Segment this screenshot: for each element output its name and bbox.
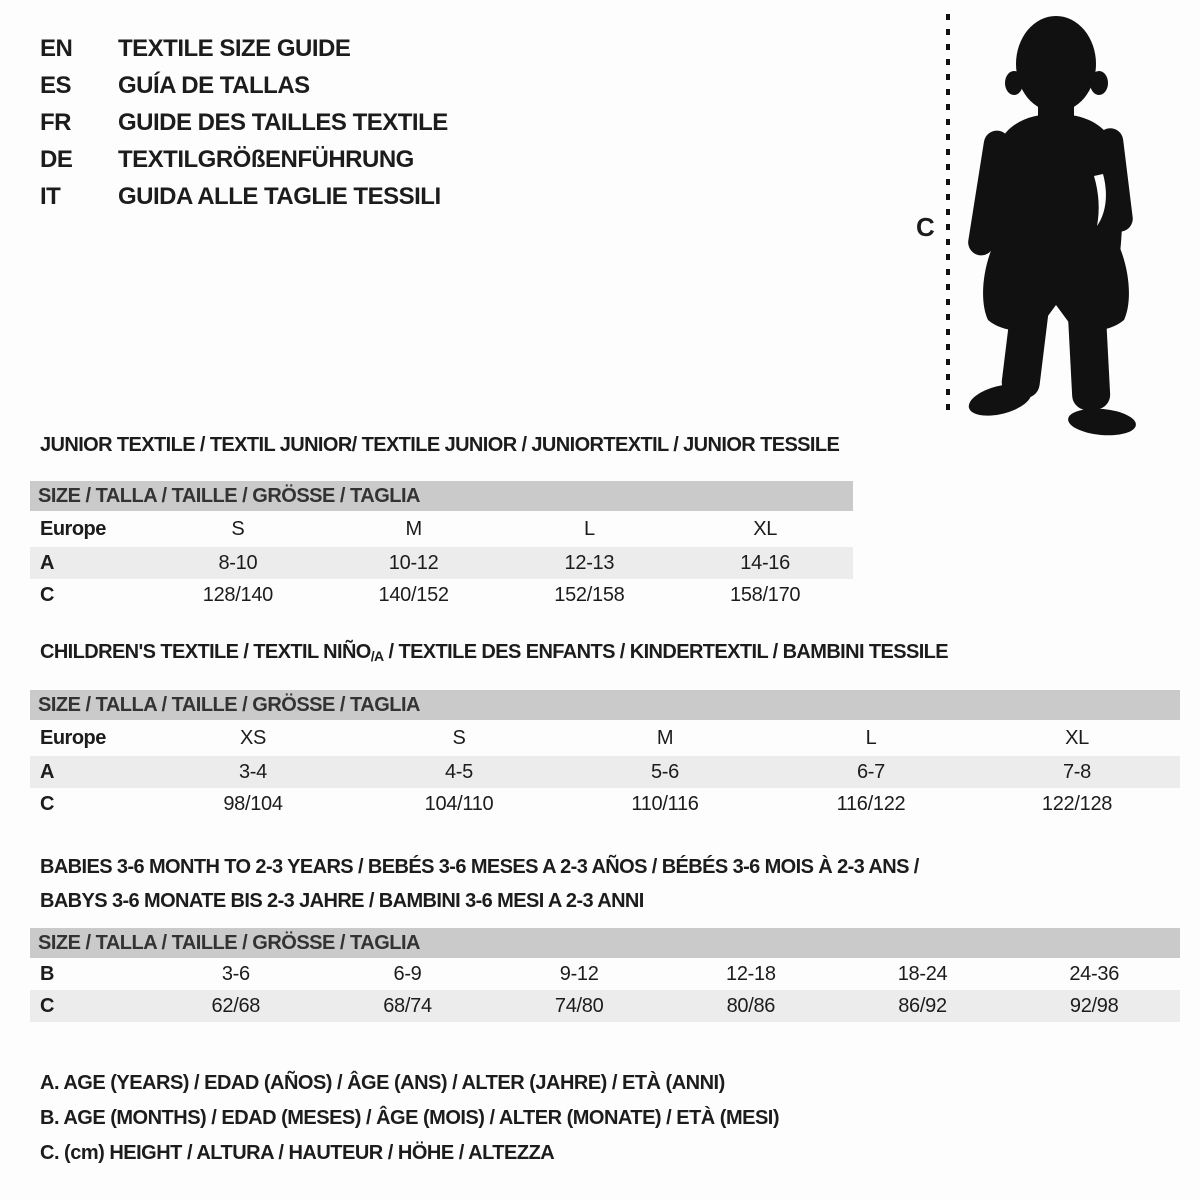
children-row-height: C 98/104 104/110 110/116 116/122 122/128 xyxy=(30,788,1180,820)
value-cell: 68/74 xyxy=(383,994,432,1017)
language-code: EN xyxy=(40,35,73,62)
value-cell: 74/80 xyxy=(554,994,604,1017)
value-cell: 98/104 xyxy=(223,792,283,815)
row-label: C xyxy=(40,792,54,815)
value-cell: 14-16 xyxy=(740,551,790,574)
babies-row-height: C 62/68 68/74 74/80 80/86 86/92 92/98 xyxy=(30,990,1180,1022)
junior-table-title: JUNIOR TEXTILE / TEXTIL JUNIOR/ TEXTILE … xyxy=(40,434,840,456)
language-code: ES xyxy=(40,72,72,99)
children-sizes-row: Europe XS S M L XL xyxy=(30,720,1180,756)
language-code: IT xyxy=(40,183,61,210)
language-row-en: EN TEXTILE SIZE GUIDE xyxy=(40,30,448,67)
value-cell: 12-13 xyxy=(564,551,615,574)
language-title: TEXTILE SIZE GUIDE xyxy=(118,35,351,62)
children-row-age: A 3-4 4-5 5-6 6-7 7-8 xyxy=(30,756,1180,788)
language-title: GUIDE DES TAILLES TEXTILE xyxy=(118,109,448,136)
value-cell: 104/110 xyxy=(424,792,494,815)
children-title-prefix: CHILDREN'S TEXTILE / TEXTIL NIÑO xyxy=(40,641,371,663)
children-size-table: SIZE / TALLA / TAILLE / GRÖSSE / TAGLIA … xyxy=(30,690,1180,820)
language-code: FR xyxy=(40,109,72,136)
value-cell: 12-18 xyxy=(726,962,776,985)
language-row-de: DE TEXTILGRÖßENFÜHRUNG xyxy=(40,141,448,178)
size-header-label: SIZE / TALLA / TAILLE / GRÖSSE / TAGLIA xyxy=(38,484,420,507)
value-cell: 140/152 xyxy=(378,583,450,606)
value-cell: 18-24 xyxy=(897,962,948,985)
language-title: GUÍA DE TALLAS xyxy=(118,72,310,99)
value-cell: 116/122 xyxy=(836,792,906,815)
value-cell: 128/140 xyxy=(202,583,274,606)
value-cell: 6-9 xyxy=(393,962,422,985)
size-cell: M xyxy=(656,726,674,749)
language-row-es: ES GUÍA DE TALLAS xyxy=(40,67,448,104)
value-cell: 158/170 xyxy=(730,583,801,606)
legend-line-age-months: B. AGE (MONTHS) / EDAD (MESES) / ÂGE (MO… xyxy=(40,1107,780,1129)
legend-line-height: C. (cm) HEIGHT / ALTURA / HAUTEUR / HÖHE… xyxy=(40,1142,555,1164)
size-cell: L xyxy=(865,726,877,749)
junior-size-table: SIZE / TALLA / TAILLE / GRÖSSE / TAGLIA … xyxy=(30,481,853,611)
babies-size-table: SIZE / TALLA / TAILLE / GRÖSSE / TAGLIA … xyxy=(30,928,1180,1022)
size-header-label: SIZE / TALLA / TAILLE / GRÖSSE / TAGLIA xyxy=(38,931,420,954)
region-label: Europe xyxy=(40,517,106,540)
babies-table-title: BABIES 3-6 MONTH TO 2-3 YEARS / BEBÉS 3-… xyxy=(40,850,919,918)
value-cell: 86/92 xyxy=(898,994,947,1017)
language-row-it: IT GUIDA ALLE TAGLIE TESSILI xyxy=(40,178,448,215)
value-cell: 9-12 xyxy=(559,962,599,985)
junior-sizes-row: Europe S M L XL xyxy=(30,511,853,547)
junior-row-height: C 128/140 140/152 152/158 158/170 xyxy=(30,579,853,611)
language-code: DE xyxy=(40,146,73,173)
size-cell: S xyxy=(452,726,466,749)
value-cell: 110/116 xyxy=(631,792,699,815)
size-cell: S xyxy=(231,517,245,540)
value-cell: 3-6 xyxy=(221,962,250,985)
language-row-fr: FR GUIDE DES TAILLES TEXTILE xyxy=(40,104,448,141)
babies-row-months: B 3-6 6-9 9-12 12-18 18-24 24-36 xyxy=(30,958,1180,990)
row-label: B xyxy=(40,962,54,985)
junior-size-header-band: SIZE / TALLA / TAILLE / GRÖSSE / TAGLIA xyxy=(30,481,853,511)
size-cell: L xyxy=(583,517,595,540)
row-label: A xyxy=(40,760,54,783)
children-title-subscript: /A xyxy=(370,648,384,665)
children-table-title: CHILDREN'S TEXTILE / TEXTIL NIÑO/A / TEX… xyxy=(40,640,949,668)
value-cell: 62/68 xyxy=(211,994,261,1017)
value-cell: 3-4 xyxy=(238,760,267,783)
size-cell: XS xyxy=(239,726,267,749)
junior-row-age: A 8-10 10-12 12-13 14-16 xyxy=(30,547,853,579)
legend-line-age-years: A. AGE (YEARS) / EDAD (AÑOS) / ÂGE (ANS)… xyxy=(40,1072,725,1094)
value-cell: 8-10 xyxy=(218,551,258,574)
value-cell: 4-5 xyxy=(444,760,473,783)
language-title: TEXTILGRÖßENFÜHRUNG xyxy=(118,146,414,173)
value-cell: 7-8 xyxy=(1062,760,1091,783)
size-cell: M xyxy=(405,517,422,540)
children-title-suffix: / TEXTILE DES ENFANTS / KINDERTEXTIL / B… xyxy=(383,641,949,663)
toddler-silhouette-icon xyxy=(968,16,1136,436)
value-cell: 24-36 xyxy=(1069,962,1120,985)
language-title-list: EN TEXTILE SIZE GUIDE ES GUÍA DE TALLAS … xyxy=(40,30,448,215)
language-title: GUIDA ALLE TAGLIE TESSILI xyxy=(118,183,441,210)
babies-title-line2: BABYS 3-6 MONATE BIS 2-3 JAHRE / BAMBINI… xyxy=(40,890,644,912)
row-label: C xyxy=(40,994,54,1017)
babies-size-header-band: SIZE / TALLA / TAILLE / GRÖSSE / TAGLIA xyxy=(30,928,1180,958)
value-cell: 122/128 xyxy=(1041,792,1113,815)
value-cell: 92/98 xyxy=(1069,994,1119,1017)
height-label: C xyxy=(916,212,935,242)
row-label: A xyxy=(40,551,54,574)
region-label: Europe xyxy=(40,726,106,749)
size-header-label: SIZE / TALLA / TAILLE / GRÖSSE / TAGLIA xyxy=(38,693,420,716)
value-cell: 10-12 xyxy=(388,551,439,574)
size-cell: XL xyxy=(1065,726,1089,749)
babies-title-line1: BABIES 3-6 MONTH TO 2-3 YEARS / BEBÉS 3-… xyxy=(40,856,919,878)
value-cell: 5-6 xyxy=(650,760,679,783)
value-cell: 80/86 xyxy=(726,994,776,1017)
value-cell: 6-7 xyxy=(856,760,885,783)
row-label: C xyxy=(40,583,54,606)
children-size-header-band: SIZE / TALLA / TAILLE / GRÖSSE / TAGLIA xyxy=(30,690,1180,720)
measurement-legend: A. AGE (YEARS) / EDAD (AÑOS) / ÂGE (ANS)… xyxy=(40,1066,780,1171)
value-cell: 152/158 xyxy=(554,583,625,606)
size-cell: XL xyxy=(753,517,778,540)
